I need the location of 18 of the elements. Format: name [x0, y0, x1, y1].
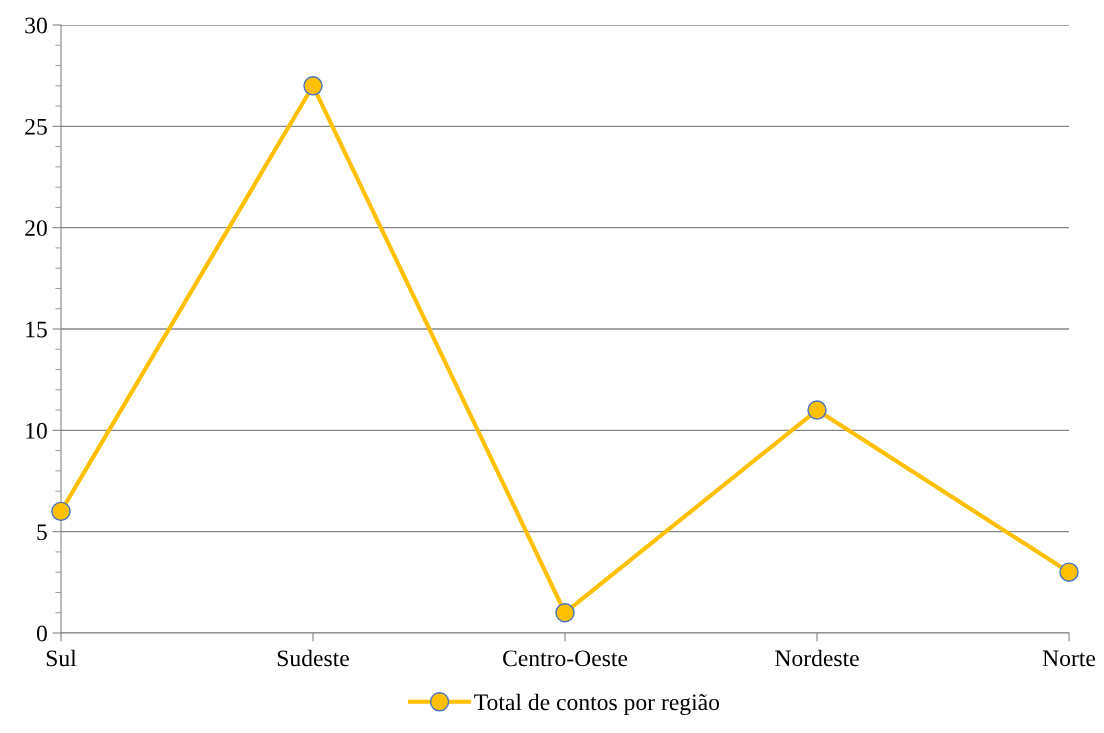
y-tick-label: 5 — [37, 524, 47, 541]
point — [1059, 562, 1079, 582]
y-tick-label: 15 — [26, 321, 47, 338]
x-tick-label: Sul — [46, 649, 77, 667]
y-tick-label: 0 — [36, 625, 47, 642]
x-tick-label: Sudeste — [277, 649, 349, 667]
x-tick-label: Norte — [1042, 650, 1096, 667]
legend-label: Total de contos por região — [474, 693, 720, 716]
y-tick-label: 25 — [25, 118, 47, 135]
y-tick-label: 30 — [25, 17, 47, 34]
x-tick-label: Nordeste — [775, 649, 859, 667]
y-tick-label: 10 — [26, 422, 47, 439]
x-tick-label: Centro-Oeste — [503, 650, 628, 667]
point — [51, 501, 71, 522]
point — [807, 400, 827, 420]
point — [303, 76, 323, 96]
point — [555, 603, 575, 623]
y-tick-label: 20 — [25, 220, 47, 237]
